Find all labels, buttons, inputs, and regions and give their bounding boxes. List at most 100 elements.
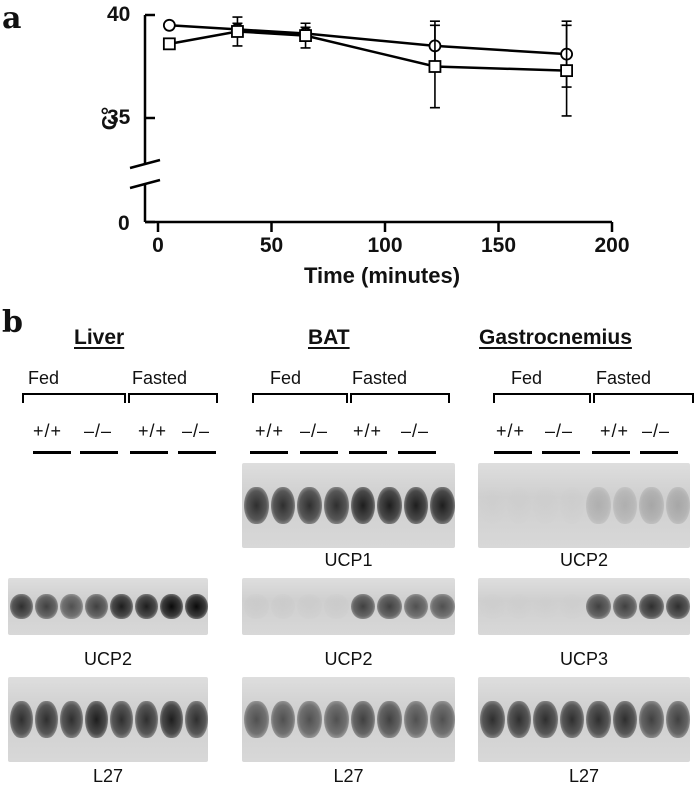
band-0-0-0 — [10, 593, 33, 620]
tissue-title-0: Liver — [74, 326, 125, 349]
tissue-title-2: Gastrocnemius — [479, 326, 632, 349]
genotype-label-1-0: +/+ — [255, 421, 285, 441]
genotype-label-1-1: –/– — [300, 421, 329, 441]
band-2-0-7 — [665, 486, 690, 525]
genotype-bar-1-3 — [398, 451, 436, 454]
band-1-0-2 — [297, 486, 322, 525]
genotype-bar-0-1 — [80, 451, 118, 454]
band-2-0-0 — [480, 486, 505, 525]
band-0-1-4 — [110, 700, 133, 739]
band-0-1-3 — [85, 700, 108, 739]
genotype-label-2-3: –/– — [642, 421, 671, 441]
fed-label-2: Fed — [511, 368, 543, 388]
temperature-chart: 0 50 100 150 200 Time (minutes) — [129, 13, 630, 288]
genotype-bar-0-3 — [178, 451, 216, 454]
y-tick-label-35: 35 — [107, 106, 131, 129]
blot-label-1-2: L27 — [333, 766, 364, 786]
fasted-label-0: Fasted — [132, 368, 188, 388]
band-2-1-1 — [506, 593, 531, 620]
series-square-point-1 — [231, 25, 244, 38]
band-0-1-6 — [160, 700, 183, 739]
band-0-1-7 — [185, 700, 208, 739]
genotype-bar-0-0 — [33, 451, 71, 454]
band-2-1-0 — [480, 593, 505, 620]
genotype-label-0-2: +/+ — [138, 421, 168, 441]
band-1-1-5 — [377, 593, 402, 620]
band-2-2-0 — [480, 700, 505, 739]
band-2-2-5 — [612, 700, 637, 739]
x-tick-label-1: 50 — [260, 234, 283, 257]
fasted-bracket-0 — [128, 393, 218, 403]
band-2-1-2 — [533, 593, 558, 620]
band-0-1-1 — [35, 700, 58, 739]
blot-0-ucp2 — [8, 578, 208, 635]
genotype-label-2-0: +/+ — [496, 421, 526, 441]
band-0-0-1 — [35, 593, 58, 620]
blot-2-ucp2 — [478, 463, 690, 548]
fasted-bracket-2 — [593, 393, 694, 403]
genotype-bar-2-1 — [542, 451, 580, 454]
panel-b-letter: b — [2, 305, 23, 340]
blot-1-ucp2 — [242, 578, 455, 635]
fasted-label-2: Fasted — [596, 368, 652, 388]
genotype-label-0-3: –/– — [182, 421, 211, 441]
genotype-bar-2-0 — [494, 451, 532, 454]
band-1-1-2 — [297, 593, 322, 620]
series-square-point-3 — [428, 60, 442, 73]
genotype-bar-2-3 — [640, 451, 678, 454]
blot-2-l27 — [478, 677, 690, 762]
band-1-2-6 — [403, 700, 429, 739]
band-2-0-1 — [506, 486, 531, 525]
band-0-0-4 — [110, 593, 133, 620]
axis-break-mark-1 — [129, 158, 161, 170]
band-1-2-1 — [270, 700, 296, 739]
band-2-1-4 — [586, 593, 611, 620]
genotype-label-1-2: +/+ — [353, 421, 383, 441]
band-2-2-7 — [665, 700, 690, 739]
blot-1-l27 — [242, 677, 455, 762]
fed-bracket-0 — [22, 393, 126, 403]
band-2-0-6 — [639, 486, 664, 525]
genotype-bar-1-1 — [300, 451, 338, 454]
genotype-label-2-2: +/+ — [600, 421, 630, 441]
genotype-label-0-0: +/+ — [33, 421, 63, 441]
series-circle-point-0 — [162, 18, 176, 32]
band-2-0-4 — [586, 486, 611, 525]
fasted-bracket-1 — [350, 393, 450, 403]
band-0-0-2 — [60, 593, 83, 620]
fed-bracket-2 — [493, 393, 591, 403]
blot-label-1-0: UCP1 — [324, 550, 373, 570]
x-tick-label-0: 0 — [152, 234, 164, 257]
x-tick-label-4: 200 — [594, 234, 629, 257]
band-1-1-6 — [403, 593, 429, 620]
band-2-2-1 — [506, 700, 531, 739]
y-tick-label-0: 0 — [118, 212, 130, 235]
fed-label-1: Fed — [270, 368, 302, 388]
band-2-0-2 — [533, 486, 558, 525]
band-2-2-2 — [533, 700, 558, 739]
band-0-0-5 — [135, 593, 158, 620]
band-0-1-0 — [10, 700, 33, 739]
genotype-bar-2-2 — [592, 451, 630, 454]
band-1-0-0 — [244, 486, 269, 525]
band-1-1-3 — [323, 593, 349, 620]
blot-2-ucp3 — [478, 578, 690, 635]
band-1-1-7 — [430, 593, 455, 620]
genotype-label-2-1: –/– — [545, 421, 574, 441]
genotype-bar-0-2 — [130, 451, 168, 454]
x-tick-label-2: 100 — [367, 234, 402, 257]
blot-label-0-0: UCP2 — [83, 649, 132, 669]
band-1-0-4 — [350, 486, 376, 525]
band-2-0-3 — [559, 486, 584, 525]
band-0-0-7 — [185, 593, 208, 620]
tissue-title-1: BAT — [308, 326, 350, 349]
band-1-0-1 — [270, 486, 296, 525]
fed-label-0: Fed — [28, 368, 60, 388]
genotype-label-0-1: –/– — [84, 421, 113, 441]
fasted-label-1: Fasted — [352, 368, 408, 388]
axis-break-mark-2 — [129, 178, 161, 190]
band-1-2-2 — [297, 700, 322, 739]
x-axis-title: Time (minutes) — [304, 263, 460, 288]
band-1-2-3 — [323, 700, 349, 739]
